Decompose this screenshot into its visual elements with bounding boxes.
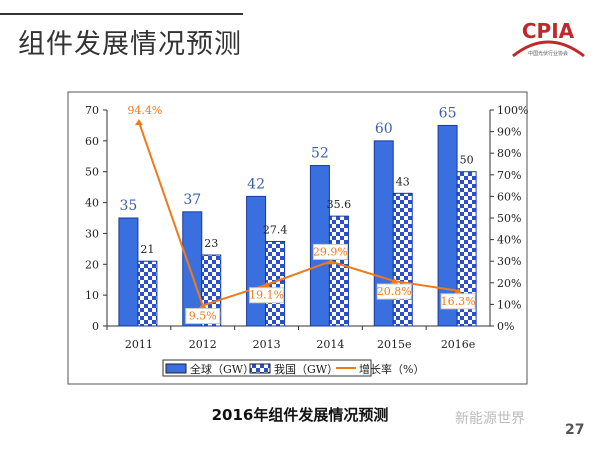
y-left-tick-label: 70 bbox=[85, 104, 99, 117]
y-left-tick-label: 50 bbox=[85, 166, 99, 179]
growth-label-box bbox=[312, 243, 348, 260]
y-left-tick-label: 30 bbox=[85, 227, 99, 240]
logo-subtext: 中国光伏行业协会 bbox=[528, 50, 568, 57]
title-rule bbox=[0, 13, 243, 15]
legend: 全球（GW） 我国（GW） 增长率（%） bbox=[162, 359, 424, 377]
legend-label-global: 全球（GW） bbox=[190, 362, 254, 376]
cpia-logo: CPIA 中国光伏行业协会 bbox=[512, 19, 585, 58]
bar-global bbox=[118, 217, 139, 327]
data-label-global: 65 bbox=[439, 105, 457, 121]
data-label-global: 60 bbox=[375, 121, 393, 137]
y-right-tick-label: 70% bbox=[497, 169, 521, 182]
data-label-china: 35.6 bbox=[327, 198, 352, 211]
data-label-china: 23 bbox=[204, 237, 218, 250]
growth-label-box bbox=[376, 283, 412, 300]
data-label-china: 43 bbox=[396, 175, 410, 188]
legend-swatch-global bbox=[165, 363, 187, 374]
growth-label-box bbox=[249, 287, 285, 304]
y-right-tick-label: 20% bbox=[497, 277, 521, 290]
data-label-growth: 29.9% bbox=[313, 245, 348, 258]
data-label-china: 50 bbox=[460, 154, 474, 167]
bar-china bbox=[328, 215, 349, 327]
data-label-growth: 9.5% bbox=[189, 309, 217, 322]
growth-point bbox=[134, 119, 143, 126]
growth-label-box bbox=[185, 307, 221, 324]
x-tick-label: 2015e bbox=[377, 338, 412, 351]
x-tick-label: 2016e bbox=[441, 338, 476, 351]
growth-point bbox=[326, 258, 335, 265]
growth-point bbox=[198, 302, 207, 309]
x-tick-label: 2011 bbox=[125, 338, 153, 351]
growth-point bbox=[390, 278, 399, 285]
y-right-tick-label: 90% bbox=[497, 126, 521, 139]
data-label-global: 42 bbox=[247, 176, 265, 192]
page-number: 27 bbox=[565, 422, 585, 438]
y-right-tick-label: 30% bbox=[497, 255, 521, 268]
y-right-tick-label: 50% bbox=[497, 212, 521, 225]
y-right-tick-label: 0% bbox=[497, 320, 514, 333]
y-right-tick-label: 80% bbox=[497, 147, 521, 160]
y-right-tick-label: 100% bbox=[497, 104, 528, 117]
watermark: 新能源世界 bbox=[455, 411, 525, 427]
data-label-global: 52 bbox=[311, 146, 329, 162]
y-left-tick-label: 60 bbox=[85, 135, 99, 148]
growth-point bbox=[262, 281, 271, 288]
chart-caption: 2016年组件发展情况预测 bbox=[211, 406, 389, 424]
x-tick-label: 2014 bbox=[316, 338, 344, 351]
data-label-growth: 20.8% bbox=[377, 285, 412, 298]
bar-china bbox=[456, 171, 477, 327]
y-right-tick-label: 40% bbox=[497, 234, 521, 247]
y-right-tick-label: 10% bbox=[497, 298, 521, 311]
y-left-tick-label: 40 bbox=[85, 197, 99, 210]
y-left-tick-label: 10 bbox=[85, 289, 99, 302]
x-tick-label: 2012 bbox=[189, 338, 217, 351]
legend-label-china: 我国（GW） bbox=[274, 363, 338, 376]
bar-global bbox=[246, 195, 267, 327]
growth-label-box bbox=[440, 293, 476, 310]
x-tick-label: 2013 bbox=[253, 338, 281, 351]
slide-title: 组件发展情况预测 bbox=[18, 29, 242, 60]
data-label-global: 37 bbox=[183, 192, 201, 208]
growth-line bbox=[137, 121, 459, 307]
data-label-growth: 16.3% bbox=[441, 295, 476, 308]
legend-swatch-china bbox=[249, 363, 271, 374]
y-left-tick-label: 0 bbox=[92, 320, 99, 333]
legend-label-growth: 增长率（%） bbox=[359, 362, 424, 376]
bar-china bbox=[137, 260, 158, 327]
logo-text: CPIA bbox=[522, 19, 575, 43]
data-label-growth: 19.1% bbox=[249, 289, 284, 302]
data-label-china: 21 bbox=[140, 243, 154, 256]
data-label-china: 27.4 bbox=[263, 223, 288, 236]
y-right-tick-label: 60% bbox=[497, 190, 521, 203]
data-label-growth: 94.4% bbox=[127, 104, 162, 117]
data-label-global: 35 bbox=[120, 198, 138, 214]
y-left-tick-label: 20 bbox=[85, 258, 99, 271]
bar-china bbox=[392, 192, 413, 327]
growth-point bbox=[454, 287, 463, 294]
